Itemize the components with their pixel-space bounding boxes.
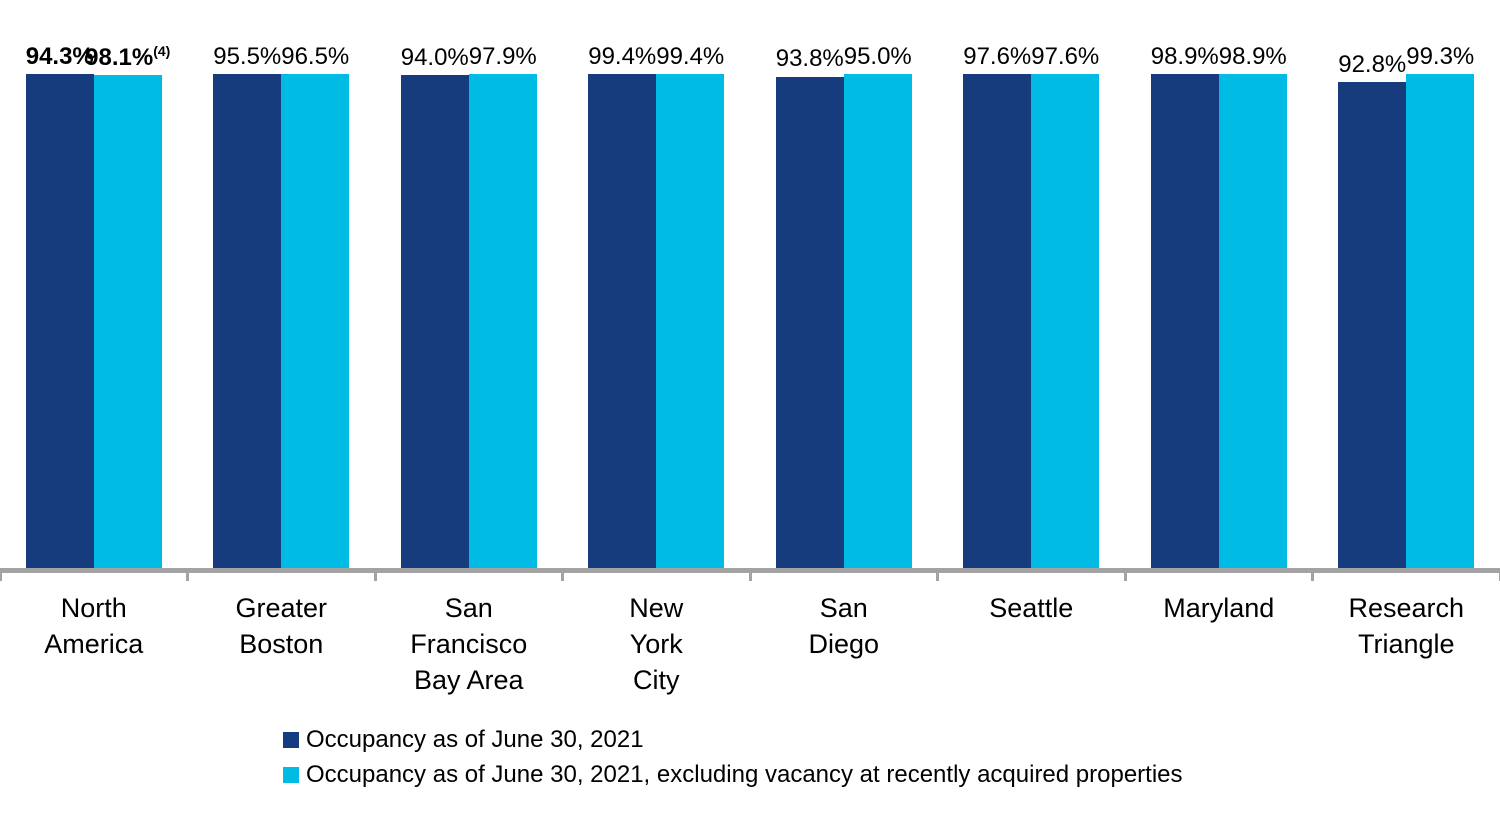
axis-tick [561, 568, 564, 581]
legend-swatch [283, 732, 299, 748]
legend-item: Occupancy as of June 30, 2021, excluding… [283, 760, 1500, 790]
category-label: San Francisco Bay Area [375, 591, 563, 699]
bar-value-label: 99.4% [656, 44, 724, 69]
plot-area: 94.3%98.1%(4)95.5%96.5%94.0%97.9%99.4%99… [0, 44, 1500, 568]
category-label: Greater Boston [188, 591, 376, 699]
bar-occupancy-excluding [656, 74, 724, 568]
bar-value-label: 94.0% [401, 45, 469, 70]
bar-value-label: 95.0% [844, 44, 912, 69]
bar-group: 92.8%99.3% [1313, 44, 1500, 568]
bar-column: 96.5% [281, 44, 349, 568]
axis-tick [749, 568, 752, 581]
bar-group: 94.3%98.1%(4) [0, 44, 188, 568]
bar-column: 98.9% [1219, 44, 1287, 568]
bar-column: 98.1%(4) [94, 44, 162, 568]
bar-occupancy [213, 74, 281, 568]
bar-value-label: 97.6% [963, 44, 1031, 69]
category-label: San Diego [750, 591, 938, 699]
bar-occupancy [776, 77, 844, 569]
bar-value-label: 98.9% [1219, 44, 1287, 69]
bar-column: 99.4% [588, 44, 656, 568]
bar-column: 95.5% [213, 44, 281, 568]
category-label: North America [0, 591, 188, 699]
bar-column: 94.0% [401, 44, 469, 568]
legend-label: Occupancy as of June 30, 2021 [306, 725, 644, 755]
axis-tick [0, 568, 2, 581]
bar-occupancy [588, 74, 656, 568]
category-label: Maryland [1125, 591, 1313, 699]
axis-tick [374, 568, 377, 581]
bar-group: 97.6%97.6% [938, 44, 1126, 568]
bar-value-label: 97.6% [1031, 44, 1099, 69]
bar-value-label: 97.9% [469, 44, 537, 69]
chart-area: 94.3%98.1%(4)95.5%96.5%94.0%97.9%99.4%99… [0, 44, 1500, 699]
bar-column: 92.8% [1338, 44, 1406, 568]
bar-occupancy-excluding [1219, 74, 1287, 568]
bar-group: 93.8%95.0% [750, 44, 938, 568]
category-label: Research Triangle [1313, 591, 1500, 699]
bar-value-label: 95.5% [213, 44, 281, 69]
bar-value-label: 98.1%(4) [85, 44, 170, 70]
bar-occupancy [1151, 74, 1219, 568]
bar-occupancy-excluding [94, 75, 162, 568]
legend-label: Occupancy as of June 30, 2021, excluding… [306, 760, 1183, 790]
axis-tick [1311, 568, 1314, 581]
bar-occupancy [26, 74, 94, 568]
bar-value-label: 93.8% [776, 46, 844, 71]
bar-value-label: 94.3% [26, 44, 94, 69]
category-label: Seattle [938, 591, 1126, 699]
category-label: New York City [563, 591, 751, 699]
axis-tick [1124, 568, 1127, 581]
bar-occupancy-excluding [844, 74, 912, 568]
bar-group: 95.5%96.5% [188, 44, 376, 568]
bar-group: 94.0%97.9% [375, 44, 563, 568]
bar-column: 95.0% [844, 44, 912, 568]
bar-value-label: 92.8% [1338, 52, 1406, 77]
bar-column: 97.6% [1031, 44, 1099, 568]
bar-group: 99.4%99.4% [563, 44, 751, 568]
bar-column: 97.6% [963, 44, 1031, 568]
bar-column: 93.8% [776, 44, 844, 568]
bar-occupancy [1338, 82, 1406, 568]
legend-item: Occupancy as of June 30, 2021 [283, 725, 1500, 755]
bar-occupancy-excluding [1406, 74, 1474, 568]
occupancy-bar-chart: 94.3%98.1%(4)95.5%96.5%94.0%97.9%99.4%99… [0, 44, 1500, 790]
bar-value-label: 96.5% [281, 44, 349, 69]
bar-column: 97.9% [469, 44, 537, 568]
bar-occupancy-excluding [281, 74, 349, 568]
bar-occupancy-excluding [469, 74, 537, 568]
bar-occupancy [401, 75, 469, 568]
bar-column: 98.9% [1151, 44, 1219, 568]
legend: Occupancy as of June 30, 2021 Occupancy a… [0, 725, 1500, 790]
bar-value-label: 99.3% [1406, 44, 1474, 69]
bar-occupancy-excluding [1031, 74, 1099, 568]
axis-tick [186, 568, 189, 581]
bar-value-label: 99.4% [588, 44, 656, 69]
x-axis-line [0, 568, 1500, 573]
legend-swatch [283, 767, 299, 783]
bar-column: 94.3% [26, 44, 94, 568]
axis-tick [936, 568, 939, 581]
bar-group: 98.9%98.9% [1125, 44, 1313, 568]
bar-column: 99.3% [1406, 44, 1474, 568]
footnote-marker: (4) [153, 43, 170, 59]
bar-occupancy [963, 74, 1031, 568]
bar-column: 99.4% [656, 44, 724, 568]
bar-value-label: 98.9% [1151, 44, 1219, 69]
